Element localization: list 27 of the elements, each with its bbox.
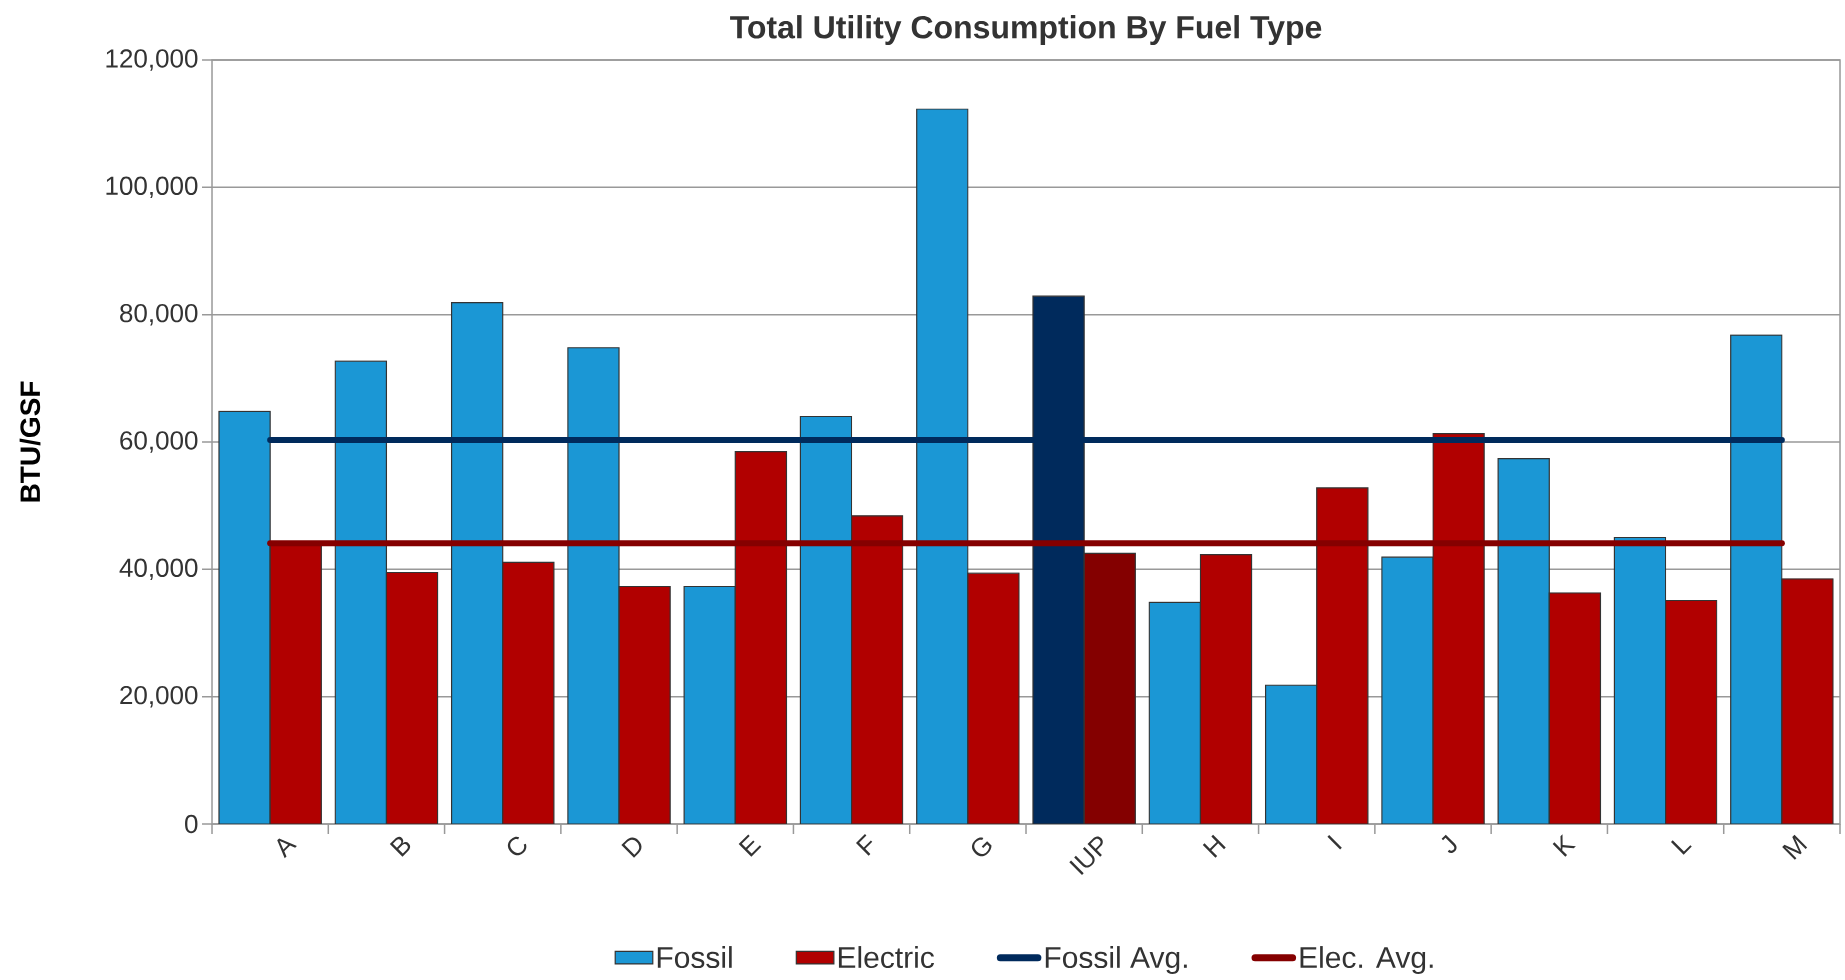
legend-label: Fossil Avg. xyxy=(1045,946,1187,975)
legend-label: Fossil xyxy=(657,946,732,969)
y-tick-label: 40,000 xyxy=(119,558,198,581)
y-tick-label: 80,000 xyxy=(120,303,198,326)
x-tick-label: A xyxy=(277,838,297,859)
x-tick-label: K xyxy=(1552,834,1576,857)
y-tick-label: 60,000 xyxy=(120,431,198,453)
y-tick-label: 120,000 xyxy=(106,49,198,71)
x-tick-label: G xyxy=(971,837,992,857)
y-tick-label: 0 xyxy=(185,814,198,834)
y-tick-label: 100,000 xyxy=(106,176,198,199)
x-tick-label: IUP xyxy=(1069,836,1103,875)
x-tick-label: H xyxy=(1202,834,1226,858)
x-tick-label: E xyxy=(738,834,762,857)
legend-label: Elec. Avg. xyxy=(1300,946,1433,975)
x-tick-label: L xyxy=(1670,840,1692,855)
x-tick-label: M xyxy=(1782,834,1808,860)
x-tick-label: F xyxy=(855,834,873,856)
x-tick-label: J xyxy=(1441,834,1457,853)
legend-label: Electric xyxy=(838,946,935,969)
x-tick-label: B xyxy=(389,836,411,857)
x-tick-label: I xyxy=(1327,835,1342,850)
chart-title: Total Utility Consumption By Fuel Type xyxy=(730,15,1322,45)
y-tick-label: 20,000 xyxy=(120,685,198,708)
y-axis-title: BTU/GSF xyxy=(19,381,41,502)
x-tick-label: D xyxy=(621,837,642,858)
x-tick-label: C xyxy=(507,836,527,856)
